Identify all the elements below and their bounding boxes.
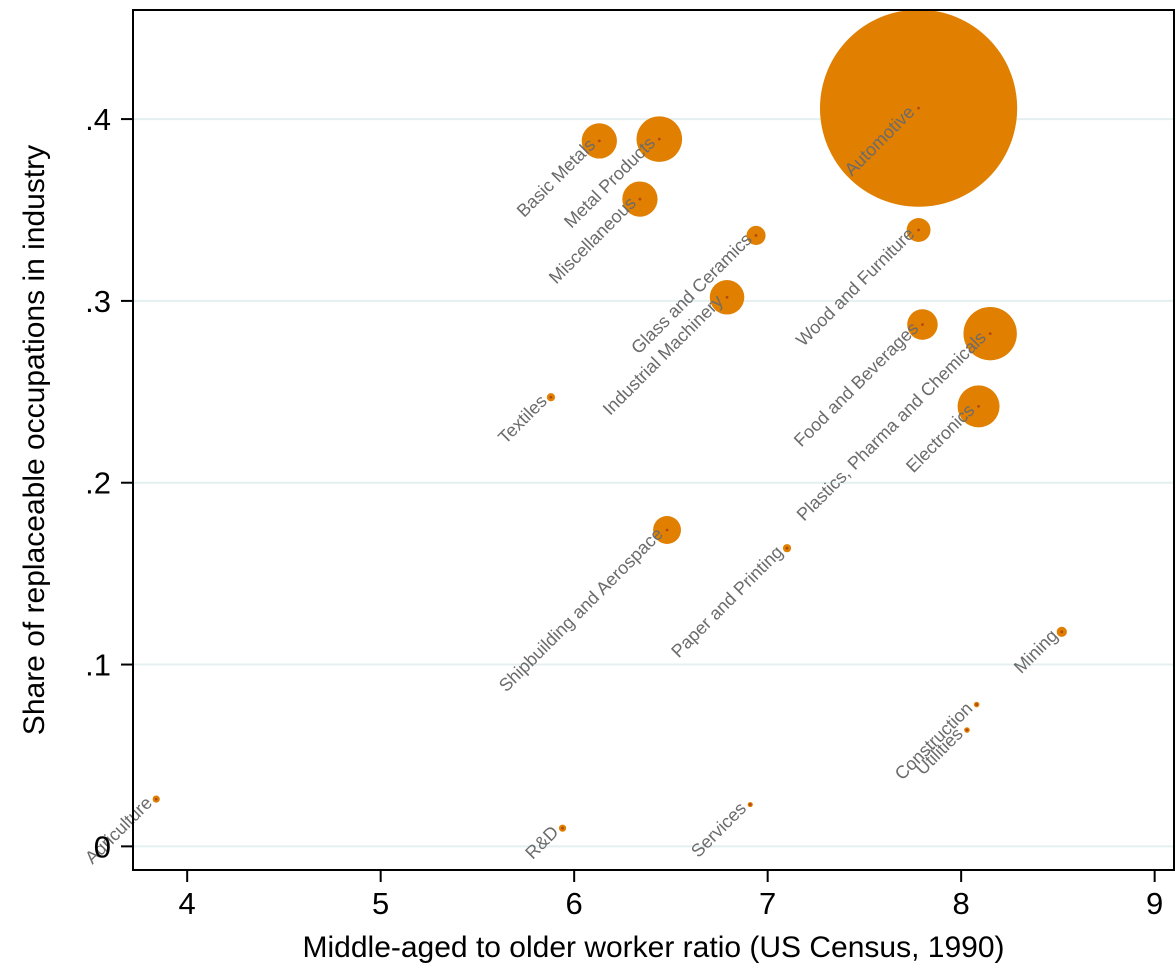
y-tick-label-3: .3 bbox=[85, 284, 111, 319]
bubble-center-metal-products bbox=[657, 137, 661, 141]
point-label-paper-and-printing: Paper and Printing bbox=[667, 542, 787, 662]
point-label-shipbuilding-and-aerospace: Shipbuilding and Aerospace bbox=[495, 524, 667, 696]
point-label-textiles: Textiles bbox=[494, 391, 551, 448]
bubble-center-industrial-machinery bbox=[725, 295, 729, 299]
x-tick-label-4: 8 bbox=[953, 886, 970, 921]
point-label-services: Services bbox=[687, 798, 750, 861]
bubble-center-r-d bbox=[561, 826, 564, 830]
bubble-center-utilities bbox=[965, 728, 969, 732]
point-label-r-d: R&D bbox=[521, 822, 562, 863]
bubble-center-agriculture bbox=[154, 797, 158, 801]
bubble-center-paper-and-printing bbox=[785, 546, 789, 550]
bubble-center-wood-and-furniture bbox=[917, 228, 920, 232]
x-tick-label-0: 4 bbox=[179, 886, 196, 921]
y-tick-label-2: .2 bbox=[85, 466, 111, 501]
y-tick-label-0: 0 bbox=[94, 829, 111, 864]
bubble-center-glass-and-ceramics bbox=[754, 234, 758, 237]
bubble-center-basic-metals bbox=[597, 139, 601, 143]
point-label-mining: Mining bbox=[1010, 626, 1062, 678]
point-label-construction: Construction bbox=[891, 698, 977, 784]
x-axis-ticks: 4 5 6 7 8 9 bbox=[179, 870, 1163, 921]
x-tick-label-2: 6 bbox=[566, 886, 583, 921]
bubble-center-textiles bbox=[549, 395, 553, 399]
bubble-center-food-and-beverages bbox=[921, 323, 924, 326]
bubble-center-plastics-pharma-and-chemicals bbox=[988, 332, 992, 336]
x-tick-label-1: 5 bbox=[372, 886, 389, 921]
bubble-center-shipbuilding-and-aerospace bbox=[665, 528, 669, 532]
bubble-center-miscellaneous bbox=[638, 197, 642, 201]
point-label-agriculture: Agriculture bbox=[81, 793, 156, 868]
bubble-center-mining bbox=[1060, 630, 1064, 634]
y-axis-title: Share of replaceable occupations in indu… bbox=[18, 145, 51, 735]
bubble-center-electronics bbox=[977, 404, 980, 408]
y-axis-ticks: 0 .1 .2 .3 .4 bbox=[85, 102, 133, 864]
x-tick-label-5: 9 bbox=[1146, 886, 1163, 921]
bubble-center-construction bbox=[975, 703, 979, 706]
bubble-centers bbox=[154, 106, 1064, 830]
y-tick-label-1: .1 bbox=[85, 648, 111, 683]
gridlines bbox=[133, 118, 1174, 848]
plot-frame bbox=[132, 9, 1175, 871]
bubbles bbox=[152, 9, 1067, 832]
x-axis-title: Middle-aged to older worker ratio (US Ce… bbox=[303, 931, 1005, 964]
y-tick-label-4: .4 bbox=[85, 102, 111, 137]
x-tick-label-3: 7 bbox=[759, 886, 776, 921]
bubble-center-automotive bbox=[917, 106, 920, 110]
bubble-center-services bbox=[748, 803, 752, 806]
